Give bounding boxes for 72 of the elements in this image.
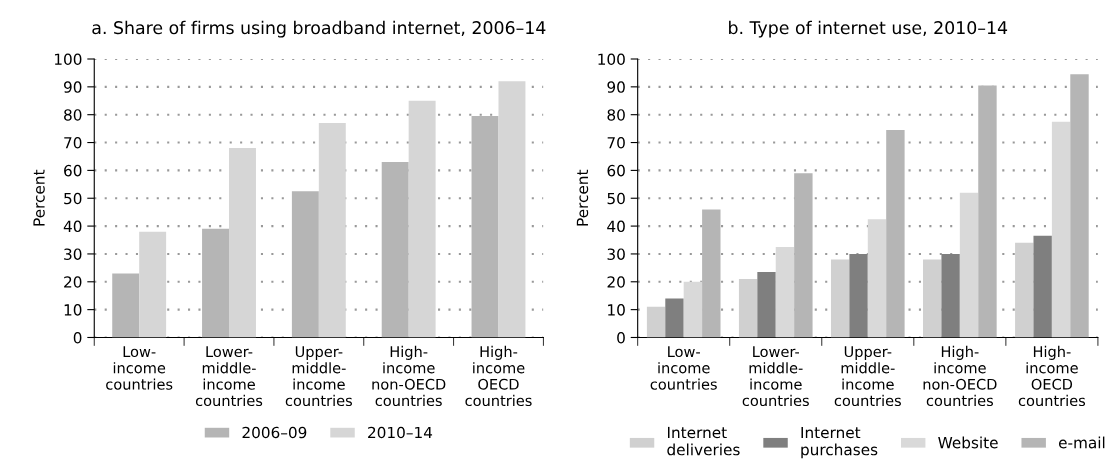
bar: [291, 191, 319, 338]
bar: [229, 148, 256, 338]
bar: [1070, 74, 1089, 338]
bar: [318, 123, 346, 338]
y-tick-label: 40: [607, 220, 625, 233]
chart-title: a. Share of firms using broadband internet, 2006–14: [92, 20, 546, 38]
x-tick-label: High- income OECD countries: [1018, 345, 1086, 407]
x-tick-label: High- income non-OECD countries: [372, 345, 446, 407]
y-tick-label: 90: [63, 81, 82, 93]
bar: [665, 298, 684, 338]
bar: [886, 130, 905, 338]
y-tick-label: 0: [73, 331, 82, 344]
bar: [702, 209, 721, 338]
y-tick-label: 10: [64, 304, 82, 316]
y-tick-label: 60: [607, 164, 625, 177]
bar: [408, 100, 436, 338]
bar: [941, 253, 960, 338]
legend-label: 2010–14: [368, 426, 433, 439]
bar: [381, 162, 409, 338]
bar: [978, 85, 997, 338]
bar: [738, 279, 758, 338]
bar: [1033, 235, 1052, 338]
y-tick-label: 20: [607, 276, 625, 288]
y-tick-label: 50: [607, 192, 625, 205]
y-tick-label: 80: [64, 109, 82, 121]
bar: [202, 228, 230, 338]
legend-label: e-mail: [1058, 436, 1105, 449]
y-tick-label: 10: [608, 304, 625, 316]
bar: [471, 116, 499, 338]
y-tick-label: 90: [607, 81, 625, 93]
y-tick-label: 50: [64, 192, 82, 205]
y-tick-label: 30: [64, 248, 82, 260]
legend-label: Website: [938, 436, 998, 449]
x-tick-label: Low- income countries: [106, 346, 173, 390]
y-axis-title: Percent: [576, 169, 589, 226]
y-tick-label: 70: [607, 137, 625, 149]
x-tick-label: Lower- middle- income countries: [195, 346, 263, 407]
bar: [794, 173, 813, 338]
bar: [775, 246, 795, 338]
legend-label: 2006–09: [242, 426, 307, 439]
y-tick-label: 20: [64, 276, 82, 288]
x-tick-label: High- income non-OECD countries: [923, 345, 997, 407]
bar: [683, 281, 703, 338]
y-tick-label: 100: [598, 53, 625, 66]
y-axis-title: Percent: [33, 169, 45, 226]
bar: [867, 219, 887, 338]
x-tick-label: Low- income countries: [650, 346, 717, 390]
bar: [849, 253, 868, 338]
x-tick-label: Lower- middle- income countries: [742, 346, 809, 407]
y-tick-label: 80: [607, 109, 625, 121]
y-tick-label: 60: [64, 164, 82, 177]
bar: [830, 259, 850, 338]
legend-label: Internet deliveries: [667, 426, 740, 456]
x-tick-label: Upper- middle- income countries: [834, 346, 901, 407]
bar: [498, 81, 526, 338]
chart-title: b. Type of internet use, 2010–14: [729, 20, 1008, 38]
y-tick-label: 30: [607, 248, 625, 260]
x-tick-label: High- income OECD countries: [465, 345, 532, 407]
bar: [646, 306, 666, 338]
y-tick-label: 100: [54, 53, 82, 66]
bar: [959, 192, 979, 338]
bar: [112, 273, 140, 338]
y-tick-label: 70: [64, 137, 82, 149]
bar: [757, 272, 776, 338]
bar: [923, 259, 942, 338]
bar: [139, 231, 167, 338]
bar: [1051, 121, 1071, 338]
bar: [1015, 242, 1034, 338]
y-tick-label: 40: [63, 220, 82, 233]
x-tick-label: Upper- middle- income countries: [285, 346, 353, 407]
y-tick-label: 0: [617, 331, 625, 344]
legend-label: Internet purchases: [801, 426, 878, 459]
